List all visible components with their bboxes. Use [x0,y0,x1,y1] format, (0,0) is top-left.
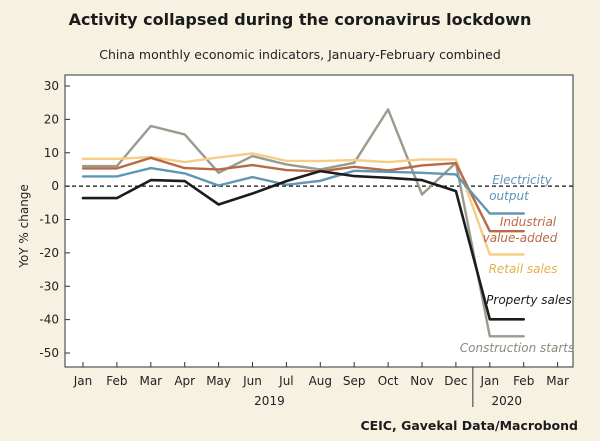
source-note: CEIC, Gavekal Data/Macrobond [360,418,578,433]
x-tick-label: Apr [174,374,195,388]
year-label: 2020 [491,394,522,408]
series-label-industrial: Industrial [500,215,557,229]
y-tick-label: -30 [39,279,59,293]
series-line-electricity-output [81,166,525,215]
x-tick-label: Aug [309,374,332,388]
x-tick-label: Dec [444,374,467,388]
series-label-retail: Retail sales [489,262,558,276]
y-tick-label: 20 [44,112,59,126]
series-line-industrial-value-added [81,156,525,233]
x-tick-label: Mar [546,374,569,388]
series-label-industrial: value-added [483,231,558,245]
x-tick-label: Nov [410,374,433,388]
x-tick-label: Feb [106,374,127,388]
x-axis: Jan Feb Mar Apr May Jun Jul Aug Sep Oct Nov Dec Jan F… [73,362,569,408]
y-tick-label: 0 [51,179,59,193]
x-tick-label: Mar [139,374,162,388]
x-tick-label: Jun [242,374,262,388]
y-tick-label: -20 [39,246,59,260]
series-line-property-sales [81,169,526,321]
series-line-construction-starts [81,108,525,338]
y-tick-label: -40 [39,313,59,327]
series-label-construction: Construction starts [460,341,574,355]
x-tick-label: Feb [513,374,534,388]
y-tick-label: -10 [39,213,59,227]
x-tick-label: Jan [73,374,93,388]
chart-subtitle: China monthly economic indicators, Janua… [99,47,501,62]
series-label-electricity: Electricity [492,173,553,187]
series-group [81,108,526,338]
series-line-retail-sales [81,152,525,256]
y-tick-label: -50 [39,346,59,360]
x-tick-label: Jul [278,374,293,388]
plot-area [64,74,574,368]
chart-title: Activity collapsed during the coronaviru… [68,10,532,29]
year-label: 2019 [254,394,285,408]
y-tick-label: 30 [44,79,59,93]
y-tick-label: 10 [44,146,59,160]
series-label-property: Property sales [486,293,572,307]
x-tick-label: May [206,374,231,388]
x-tick-label: Oct [378,374,399,388]
y-axis: 30 20 10 0 -10 -20 -30 -40 -50 [39,79,70,360]
x-tick-label: Jan [480,374,500,388]
x-tick-label: Sep [343,374,366,388]
series-label-electricity: output [489,189,530,203]
y-axis-label: YoY % change [17,184,31,269]
